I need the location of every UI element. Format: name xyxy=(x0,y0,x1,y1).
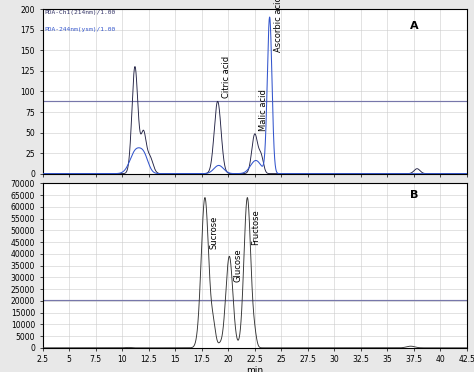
X-axis label: min: min xyxy=(246,366,264,372)
Text: Sucrose: Sucrose xyxy=(209,216,218,249)
Text: Ascorbic acid: Ascorbic acid xyxy=(274,0,283,52)
Text: Citric acid: Citric acid xyxy=(222,56,231,98)
Text: PDA-244nm(ysm)/1.00: PDA-244nm(ysm)/1.00 xyxy=(45,26,116,32)
Text: A: A xyxy=(410,21,418,31)
Text: Glucose: Glucose xyxy=(234,248,243,282)
Text: B: B xyxy=(410,190,418,200)
Text: Fructose: Fructose xyxy=(252,209,261,244)
Text: Malic acid: Malic acid xyxy=(259,89,268,131)
Text: PDA-Ch1(214nm)/1.00: PDA-Ch1(214nm)/1.00 xyxy=(45,10,116,15)
